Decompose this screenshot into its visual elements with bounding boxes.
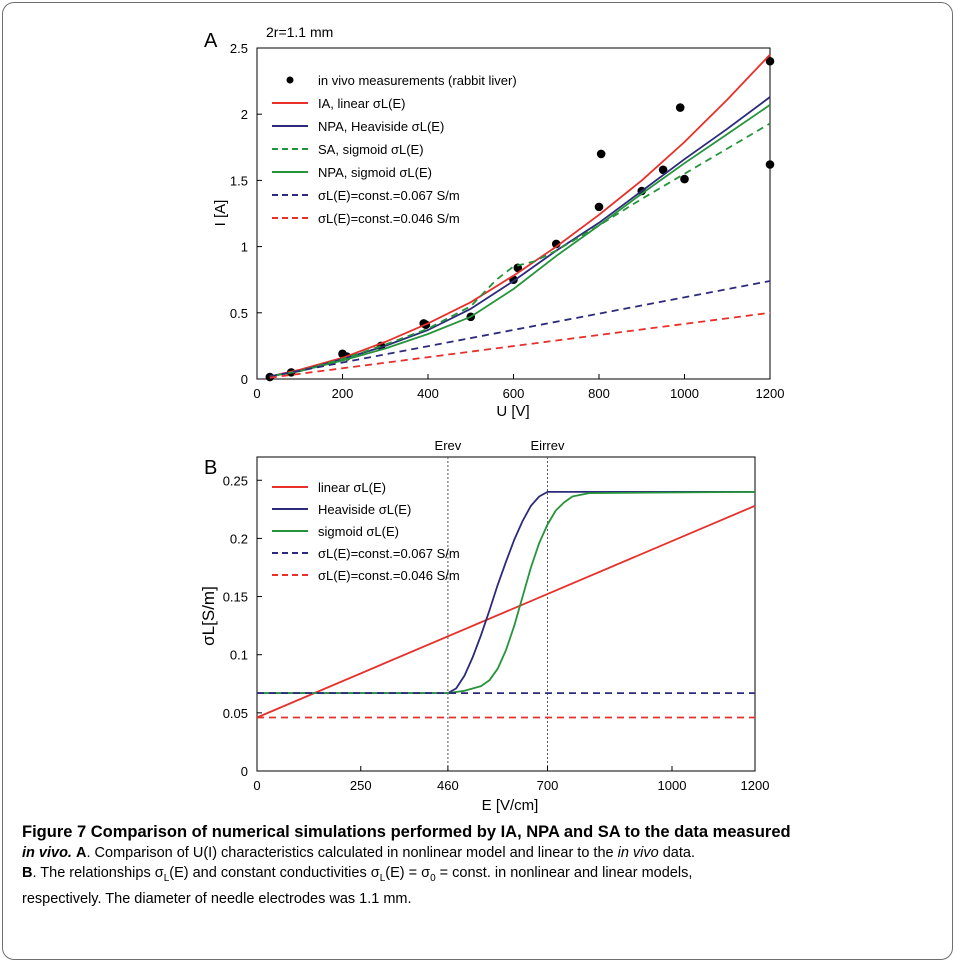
legend-swatch [286, 76, 294, 84]
plot-b-xlabel: E [V/cm] [482, 797, 539, 814]
caption-line-a: in vivo. A. Comparison of U(I) character… [22, 843, 937, 863]
plot-b-legend: linear σL(E) Heaviside σL(E) sigmoid σL(E)… [272, 480, 460, 583]
chart-b: B Erev Eirrev 0 250 460 700 1000 120000.050.10… [199, 440, 770, 814]
x-tick-label: 1000 [658, 778, 687, 793]
plot-a-xlabel: U [V] [496, 403, 529, 420]
x-tick-label: 0 [253, 778, 260, 793]
plot-a-series [265, 53, 775, 382]
series-npa-sigmoid-l-e [269, 104, 771, 378]
caption-b-text-3: (E) = σ [385, 865, 431, 881]
y-tick-label: 1 [241, 240, 248, 255]
y-tick-label: 1.5 [230, 173, 248, 188]
caption-line-3: respectively. The diameter of needle ele… [22, 889, 937, 909]
panel-a-label: A [204, 30, 218, 52]
legend-label: NPA, sigmoid σL(E) [318, 165, 432, 180]
x-tick-label: 1200 [756, 386, 785, 401]
figure-caption: Figure 7 Comparison of numerical simulat… [22, 822, 937, 909]
data-point [675, 103, 685, 112]
vline-label: Erev [435, 440, 462, 453]
caption-a-text-1: . Comparison of U(I) characteristics cal… [86, 845, 618, 861]
series-ia-linear-l-e [269, 53, 771, 378]
x-tick-label: 1200 [741, 778, 770, 793]
y-tick-label: 0.2 [230, 531, 248, 546]
caption-b-sub-3: 0 [430, 872, 436, 884]
x-tick-label: 400 [417, 386, 439, 401]
x-tick-label: 800 [588, 386, 610, 401]
y-tick-label: 0.05 [223, 706, 248, 721]
x-tick-label: 600 [503, 386, 525, 401]
caption-b-text-1: . The relationships σ [32, 865, 164, 881]
caption-a-label: A [76, 845, 87, 861]
x-tick-label: 250 [350, 778, 372, 793]
legend-label: σL(E)=const.=0.067 S/m [318, 188, 460, 203]
series-sa-sigmoid-l-e [269, 122, 771, 378]
legend-label: in vivo measurements (rabbit liver) [318, 73, 517, 88]
data-point [765, 56, 775, 66]
legend-label: σL(E)=const.=0.046 S/m [318, 211, 460, 226]
caption-b-sub-1: L [163, 872, 170, 884]
legend-label: linear σL(E) [318, 480, 386, 495]
plot-b-series [256, 491, 756, 719]
legend-label: σL(E)=const.=0.067 S/m [318, 546, 460, 561]
series-linear-l-e [256, 504, 756, 719]
legend-label: Heaviside σL(E) [318, 502, 411, 517]
x-tick-label: 1000 [670, 386, 699, 401]
plot-a-ylabel: I [A] [212, 200, 229, 227]
caption-title-italic: in vivo. [22, 845, 72, 861]
caption-b-sub-2: L [379, 872, 386, 884]
series-sigmoid-l-e [257, 491, 756, 695]
legend-label: IA, linear σL(E) [318, 96, 406, 111]
x-tick-label: 460 [437, 778, 459, 793]
plot-b-vlines: Erev Eirrev [435, 440, 565, 771]
data-point [658, 165, 668, 175]
caption-line-b: B. The relationships σL(E) and constant … [22, 863, 937, 889]
y-tick-label: 0.25 [223, 473, 248, 488]
caption-a-italic: in vivo [617, 845, 659, 861]
plot-a-ticks: 0 200 400 600 800 1000 1200 0 0.5 1 1.5 2 2.5 [230, 41, 785, 401]
y-tick-label: 0 [241, 764, 248, 779]
series-npa-heaviside-l-e [269, 96, 771, 378]
y-tick-label: 2.5 [230, 41, 248, 56]
vline-label: Eirrev [531, 440, 565, 453]
chart-a: A 2r=1.1 mm 0 200 400 600 800 1000 1200 0 0.5 1 1.… [204, 24, 785, 420]
panel-a-annotation: 2r=1.1 mm [266, 24, 333, 40]
legend-label: sigmoid σL(E) [318, 524, 399, 539]
legend-label: σL(E)=const.=0.046 S/m [318, 568, 460, 583]
y-tick-label: 0.5 [230, 306, 248, 321]
legend-label: SA, sigmoid σL(E) [318, 142, 424, 157]
y-tick-label: 0.15 [223, 590, 248, 605]
data-point [765, 160, 775, 169]
x-tick-label: 0 [253, 386, 260, 401]
plot-b-ticks: 0 250 460 700 1000 1200 0 0.05 0.1 0.15 0.2 0.25 [223, 473, 770, 793]
y-tick-label: 2 [241, 107, 248, 122]
legend-label: NPA, Heaviside σL(E) [318, 119, 444, 134]
x-tick-label: 700 [537, 778, 559, 793]
plot-b-ylabel: σL[S/m] [199, 586, 218, 646]
caption-line-3-text: respectively. The diameter of needle ele… [22, 890, 412, 907]
data-point [596, 149, 606, 159]
series-l-e-const-0-046-s-m [269, 311, 771, 379]
series-heaviside-l-e [257, 491, 755, 695]
caption-b-label: B [22, 865, 33, 881]
y-tick-label: 0.1 [230, 648, 248, 663]
caption-b-text-2: (E) and constant conductivities σ [169, 865, 380, 881]
plot-a-legend: in vivo measurements (rabbit liver) IA, l… [272, 73, 517, 226]
caption-a-text-2: data. [658, 845, 695, 861]
series-l-e-const-0-067-s-m [269, 280, 771, 378]
data-point [680, 174, 689, 184]
data-point [594, 202, 604, 212]
y-tick-label: 0 [241, 372, 248, 387]
caption-title-line: Figure 7 Comparison of numerical simulat… [22, 822, 937, 843]
panel-b-label: B [204, 457, 217, 479]
x-tick-label: 200 [332, 386, 354, 401]
plot-b-area [256, 456, 756, 772]
caption-title: Figure 7 Comparison of numerical simulat… [22, 823, 791, 841]
caption-b-text-4: = const. in nonlinear and linear models, [435, 865, 693, 881]
